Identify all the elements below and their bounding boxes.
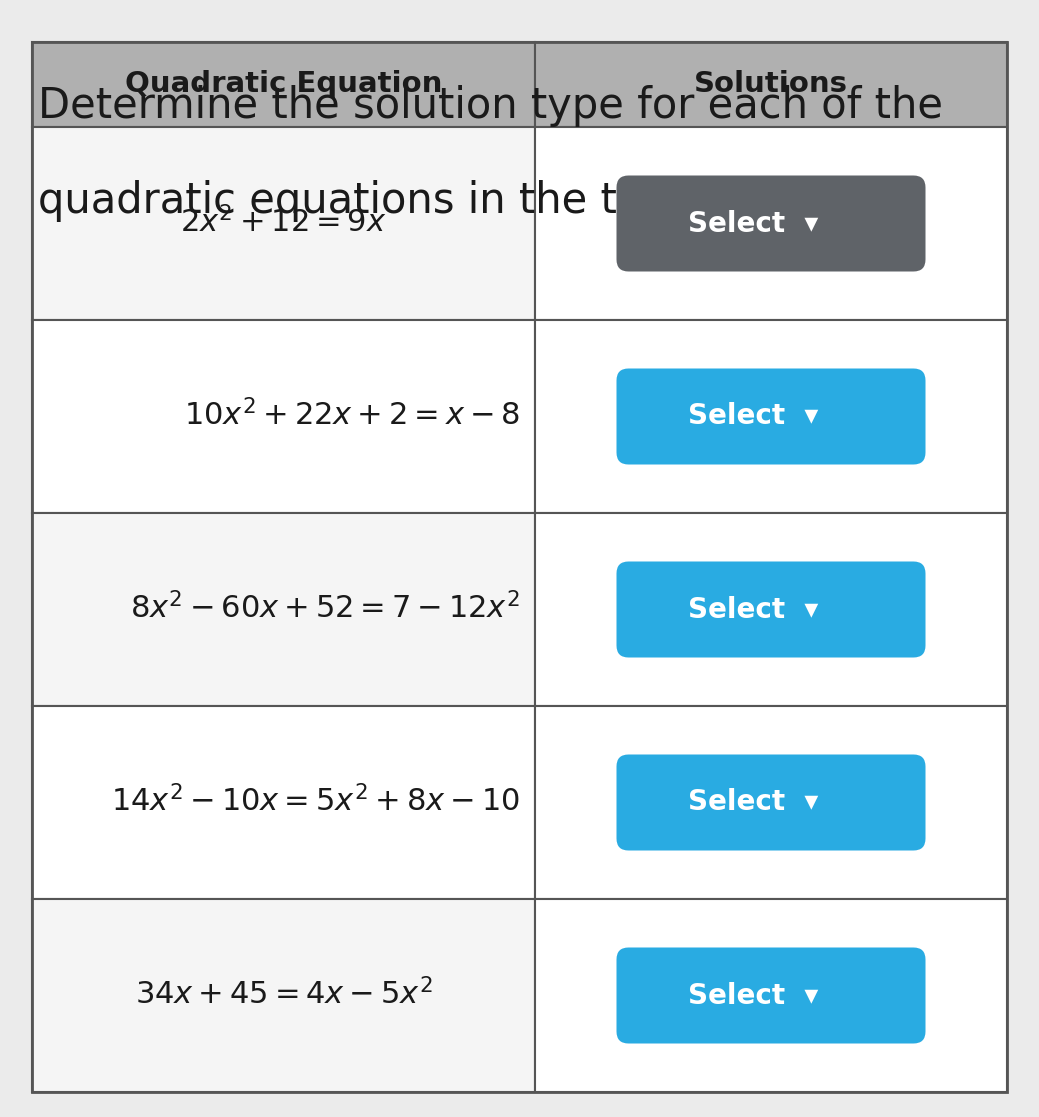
Bar [32,513,535,706]
Bar [32,706,535,899]
Bar [535,319,1007,513]
Text: $8x^2 - 60x + 52 = 7 - 12x^2$: $8x^2 - 60x + 52 = 7 - 12x^2$ [130,593,520,626]
Text: $2x^2 + 12 = 9x$: $2x^2 + 12 = 9x$ [180,208,387,240]
Bar [535,706,1007,899]
Text: Solutions: Solutions [694,70,848,98]
Bar [535,899,1007,1092]
Text: Quadratic Equation: Quadratic Equation [125,70,443,98]
Bar [535,513,1007,706]
Bar [32,899,535,1092]
Text: $14x^2 - 10x = 5x^2 + 8x - 10$: $14x^2 - 10x = 5x^2 + 8x - 10$ [111,786,520,819]
FancyBboxPatch shape [616,369,926,465]
FancyBboxPatch shape [616,947,926,1043]
Text: quadratic equations in the table.: quadratic equations in the table. [38,180,719,222]
Text: Select  ▾: Select ▾ [688,210,818,238]
Text: $10x^2 + 22x + 2 = x - 8$: $10x^2 + 22x + 2 = x - 8$ [184,400,520,432]
Bar [32,127,535,319]
Bar [32,42,535,127]
Text: Select  ▾: Select ▾ [688,789,818,817]
Text: Select  ▾: Select ▾ [688,595,818,623]
Text: Select  ▾: Select ▾ [688,982,818,1010]
FancyBboxPatch shape [616,754,926,850]
Text: Determine the solution type for each of the: Determine the solution type for each of … [38,85,943,127]
Text: Select  ▾: Select ▾ [688,402,818,430]
Bar [535,127,1007,319]
FancyBboxPatch shape [616,175,926,271]
FancyBboxPatch shape [616,562,926,658]
Bar [32,319,535,513]
Bar [535,42,1007,127]
Text: $34x + 45 = 4x - 5x^2$: $34x + 45 = 4x - 5x^2$ [135,980,432,1012]
